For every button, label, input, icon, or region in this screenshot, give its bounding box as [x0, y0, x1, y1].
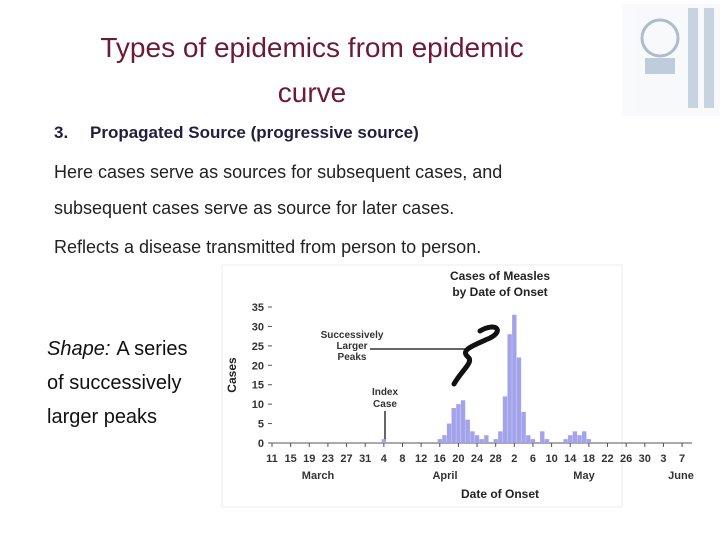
y-tick-label: 0	[258, 438, 264, 450]
x-tick-label: 22	[601, 453, 613, 465]
bar	[470, 431, 475, 443]
bar	[521, 411, 526, 443]
logo	[622, 4, 720, 116]
shape-text: A series	[116, 338, 187, 360]
shape-note-line: larger peaks	[47, 406, 157, 428]
y-axis-label: Cases	[225, 357, 239, 393]
logo-script	[704, 8, 714, 108]
x-tick-label: 23	[322, 453, 334, 465]
y-tick-label: 15	[252, 380, 264, 392]
logo-emblem	[640, 18, 680, 58]
bar	[451, 408, 456, 443]
month-label: March	[302, 470, 335, 482]
bar	[442, 435, 447, 443]
x-tick-label: 16	[434, 453, 446, 465]
x-tick-label: 2	[511, 453, 517, 465]
bar	[493, 439, 498, 443]
x-tick-label: 19	[303, 453, 315, 465]
x-tick-label: 20	[452, 453, 464, 465]
x-tick-label: 26	[620, 453, 632, 465]
bar	[582, 431, 587, 443]
bar	[502, 396, 508, 443]
month-label: May	[573, 470, 595, 482]
shape-note-line: Shape: A series	[47, 338, 188, 360]
y-tick-label: 10	[252, 399, 264, 411]
shape-label: Shape:	[47, 338, 110, 360]
bar	[498, 431, 503, 443]
x-tick-label: 31	[359, 453, 371, 465]
heading: Propagated Source (progressive source)	[90, 123, 419, 142]
y-tick-label: 25	[252, 341, 264, 353]
x-tick-label: 8	[399, 453, 405, 465]
bar	[479, 439, 484, 443]
bar	[507, 334, 512, 443]
chart-title: by Date of Onset	[452, 285, 547, 299]
logo-script	[688, 8, 698, 108]
bar	[460, 400, 466, 443]
bar	[437, 439, 442, 443]
y-tick-label: 30	[252, 321, 264, 333]
bar	[516, 357, 522, 443]
month-label: June	[668, 470, 694, 482]
title-line: Types of epidemics from epidemic	[100, 32, 523, 63]
bar	[572, 431, 578, 443]
paragraph-line: subsequent cases serve as source for lat…	[54, 198, 454, 218]
x-tick-label: 10	[545, 453, 557, 465]
bar	[474, 435, 480, 443]
bar	[544, 439, 550, 443]
bar	[577, 435, 582, 443]
bar	[568, 435, 573, 443]
bar	[586, 439, 592, 443]
list-number: 3.	[54, 123, 68, 142]
bar	[540, 431, 545, 443]
paragraph-line: Here cases serve as sources for subseque…	[54, 162, 502, 182]
bar	[484, 435, 489, 443]
bar	[530, 439, 536, 443]
bar	[381, 439, 387, 443]
bar	[456, 404, 461, 443]
x-tick-label: 24	[471, 453, 484, 465]
x-tick-label: 7	[679, 453, 685, 465]
bar	[465, 419, 470, 443]
x-tick-label: 14	[564, 453, 577, 465]
annotation: Peaks	[338, 352, 367, 363]
x-tick-label: 11	[266, 453, 278, 465]
annotation: Successively	[321, 330, 384, 341]
y-tick-label: 20	[252, 360, 264, 372]
x-tick-label: 27	[340, 453, 352, 465]
bar	[446, 423, 452, 443]
y-tick-label: 35	[252, 302, 264, 314]
bar	[563, 439, 568, 443]
paragraph: Reflects a disease transmitted from pers…	[54, 237, 481, 257]
x-tick-label: 3	[660, 453, 666, 465]
y-tick-label: 5	[258, 419, 264, 431]
bracket	[451, 324, 500, 387]
x-tick-label: 12	[415, 453, 427, 465]
annotation: Index	[372, 387, 399, 398]
x-axis-label: Date of Onset	[461, 487, 539, 501]
x-tick-label: 30	[639, 453, 651, 465]
x-tick-label: 28	[490, 453, 502, 465]
annotation: Larger	[336, 341, 367, 352]
title-line: curve	[278, 77, 346, 108]
month-label: April	[432, 470, 457, 482]
x-tick-label: 15	[285, 453, 297, 465]
logo-book	[645, 58, 675, 74]
x-tick-label: 4	[381, 453, 388, 465]
x-tick-label: 6	[530, 453, 536, 465]
annotation: Case	[373, 399, 397, 410]
x-tick-label: 18	[583, 453, 595, 465]
bar	[526, 435, 531, 443]
chart-frame	[221, 264, 623, 508]
bar	[512, 314, 517, 443]
shape-note-line: of successively	[47, 372, 182, 394]
chart-title: Cases of Measles	[450, 269, 550, 283]
